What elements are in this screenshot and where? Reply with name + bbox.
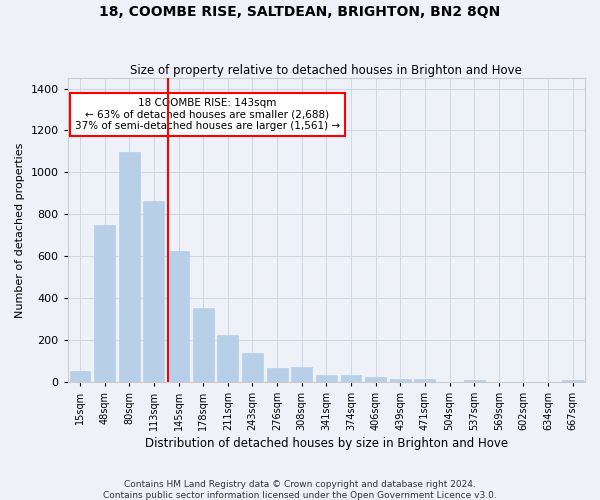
Bar [70,371,91,382]
Title: Size of property relative to detached houses in Brighton and Hove: Size of property relative to detached ho… [130,64,522,77]
Text: Contains HM Land Registry data © Crown copyright and database right 2024.
Contai: Contains HM Land Registry data © Crown c… [103,480,497,500]
Y-axis label: Number of detached properties: Number of detached properties [15,142,25,318]
Bar [217,335,238,382]
Bar [390,378,411,382]
Bar [562,380,583,382]
Bar [365,377,386,382]
Bar [415,379,436,382]
Text: 18, COOMBE RISE, SALTDEAN, BRIGHTON, BN2 8QN: 18, COOMBE RISE, SALTDEAN, BRIGHTON, BN2… [100,5,500,19]
Bar [341,376,361,382]
Bar [291,367,312,382]
Bar [94,224,115,382]
Bar [464,380,485,382]
X-axis label: Distribution of detached houses by size in Brighton and Hove: Distribution of detached houses by size … [145,437,508,450]
Bar [316,375,337,382]
Bar [266,368,287,382]
Bar [119,152,140,382]
Bar [168,251,189,382]
Bar [193,308,214,382]
Bar [242,354,263,382]
Bar [143,200,164,382]
Text: 18 COOMBE RISE: 143sqm
← 63% of detached houses are smaller (2,688)
37% of semi-: 18 COOMBE RISE: 143sqm ← 63% of detached… [75,98,340,131]
